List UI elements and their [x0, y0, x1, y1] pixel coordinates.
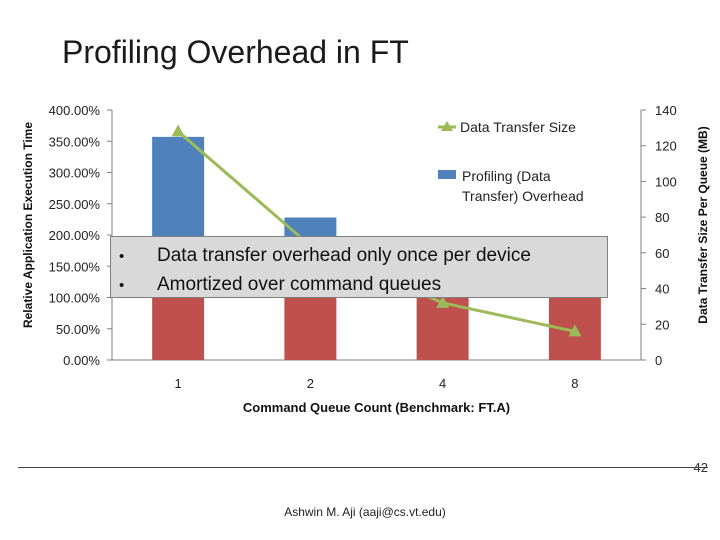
legend-label-data-transfer-size: Data Transfer Size — [460, 119, 576, 135]
line-point-4 — [436, 295, 450, 308]
left-tick-label: 0.00% — [63, 353, 100, 368]
line-data-transfer-size — [177, 130, 576, 333]
line-point-8 — [568, 324, 582, 337]
right-tick-label: 140 — [655, 103, 677, 118]
bar-base-execution-time-2 — [284, 297, 337, 360]
y-right-axis-title: Data Transfer Size Per Queue (MB) — [696, 126, 710, 323]
x-tick-label: 1 — [175, 376, 182, 391]
legend-label-profiling-line-2: Transfer) Overhead — [462, 188, 584, 204]
footer-divider — [18, 467, 708, 468]
right-tick-label: 0 — [655, 353, 662, 368]
y-left-axis-title: Relative Application Execution Time — [21, 122, 35, 328]
line-point-1 — [171, 124, 185, 137]
right-tick-label: 40 — [655, 282, 669, 297]
legend-bar-swatch — [438, 170, 456, 179]
right-tick-label: 100 — [655, 174, 677, 189]
footer-author: Ashwin M. Aji (aaji@cs.vt.edu) — [284, 505, 446, 519]
right-tick-label: 120 — [655, 139, 677, 154]
left-tick-label: 400.00% — [49, 103, 101, 118]
left-tick-label: 200.00% — [49, 228, 101, 243]
x-tick-label: 8 — [571, 376, 578, 391]
bullet-1: • — [119, 248, 125, 265]
left-tick-label: 300.00% — [49, 166, 101, 181]
x-axis-title: Command Queue Count (Benchmark: FT.A) — [243, 400, 510, 415]
x-tick-label: 4 — [439, 376, 446, 391]
callout-item-2: Amortized over command queues — [157, 274, 442, 295]
left-tick-label: 350.00% — [49, 134, 101, 149]
callout-item-1: Data transfer overhead only once per dev… — [157, 245, 531, 266]
left-tick-label: 100.00% — [49, 291, 101, 306]
x-tick-label: 2 — [307, 376, 314, 391]
chart: 400.00%350.00%300.00%250.00%200.00%150.0… — [21, 103, 710, 415]
right-tick-label: 20 — [655, 317, 669, 332]
legend-label-profiling-line-1: Profiling (Data — [462, 168, 551, 184]
left-tick-label: 150.00% — [49, 259, 101, 274]
bullet-2: • — [119, 277, 125, 294]
callout-box: • Data transfer overhead only once per d… — [110, 236, 608, 298]
left-tick-label: 50.00% — [56, 322, 101, 337]
bar-base-execution-time-1 — [152, 297, 205, 360]
left-tick-label: 250.00% — [49, 197, 101, 212]
right-tick-label: 60 — [655, 246, 669, 261]
slide-title: Profiling Overhead in FT — [62, 34, 409, 70]
right-tick-label: 80 — [655, 210, 669, 225]
legend-triangle-swatch — [441, 121, 453, 131]
